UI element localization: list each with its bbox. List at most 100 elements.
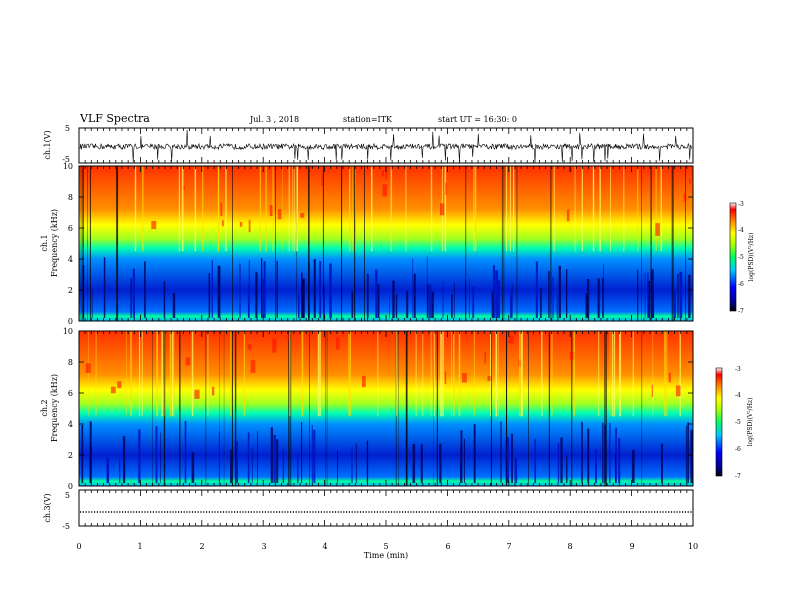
xtick-label-4: 4 xyxy=(322,542,327,551)
ch2-burst xyxy=(463,438,465,483)
ch2-ytick-label: 8 xyxy=(68,358,73,367)
ch1-burst xyxy=(651,269,654,318)
ch2-name-label: ch.2 xyxy=(40,399,49,416)
ch2-dark-line xyxy=(571,331,573,486)
ch2-sferic xyxy=(415,331,417,417)
ch2-burst xyxy=(106,457,109,483)
ch2-burst xyxy=(119,459,121,483)
ch1-dark-line xyxy=(116,166,119,321)
ch2-sferic xyxy=(95,331,97,417)
ch2-sferic xyxy=(521,331,522,417)
ch2-speckle xyxy=(185,357,191,366)
ch2-sferic xyxy=(377,331,379,417)
ch1-burst xyxy=(103,257,106,318)
start-time-label: start UT = 16:30: 0 xyxy=(438,115,517,124)
ch1-sferic xyxy=(259,166,261,252)
ch1-dark-line xyxy=(89,166,91,321)
ch1-sferic xyxy=(474,166,477,252)
ch2-burst xyxy=(89,421,92,483)
ch1-ytick-label: 8 xyxy=(68,193,73,202)
ch1-sferic xyxy=(610,166,611,252)
ch1-volt-label: ch.1(V) xyxy=(43,130,52,159)
ch1-burst xyxy=(323,285,326,318)
ch1-burst xyxy=(301,272,303,318)
ch2-burst xyxy=(506,437,510,483)
ch1-burst xyxy=(637,269,639,318)
ch2-sferic xyxy=(574,331,575,417)
ch2-burst xyxy=(276,439,279,483)
ch2-dark-line xyxy=(406,331,408,486)
ch2-burst xyxy=(514,457,518,483)
ch1-burst xyxy=(597,278,600,318)
ch2-sferic xyxy=(289,331,291,417)
ch2-sferic xyxy=(679,331,681,417)
ch1-dark-line xyxy=(650,166,652,321)
ch1-burst xyxy=(389,293,390,318)
ch1-dark-line xyxy=(641,166,642,321)
ch2-burst xyxy=(685,425,687,483)
ch1-burst xyxy=(566,269,568,318)
ch1-burst xyxy=(556,293,558,318)
ch1-burst xyxy=(535,261,538,318)
ch1-sferic xyxy=(296,166,298,252)
ch2-ytick-label: 10 xyxy=(63,327,73,336)
cb1-tick-minus6: -6 xyxy=(738,281,744,288)
ch1-speckle xyxy=(239,221,243,227)
ch2-spectrogram-background xyxy=(79,331,693,486)
xtick-label-1: 1 xyxy=(137,542,142,551)
ch1-dark-line xyxy=(322,166,324,321)
station-label: station=ITK xyxy=(343,115,393,124)
ch1-burst xyxy=(644,272,646,318)
ch1-sferic xyxy=(506,166,508,252)
cb1-tick-minus4: -4 xyxy=(738,227,744,234)
ch1-burst xyxy=(255,272,258,318)
ch1-sferic xyxy=(405,166,407,252)
ch2-dark-line xyxy=(641,331,643,486)
ch1-dark-line xyxy=(516,166,518,321)
xtick-label-0: 0 xyxy=(76,542,81,551)
ch2-sferic xyxy=(88,331,89,417)
ch3-ytick-5: 5 xyxy=(65,491,70,500)
ch2-dark-line xyxy=(290,331,292,486)
ch2-burst xyxy=(557,443,560,483)
ch2-ytick-label: 0 xyxy=(68,482,73,491)
ch2-sferic xyxy=(458,331,461,417)
ch1-name-label: ch.1 xyxy=(40,234,49,251)
ch1-sferic xyxy=(225,166,227,252)
panel-ch1-spectrogram: 0 2 4 6 8 10 ch.1 Frequency (kHz) xyxy=(40,162,694,326)
ch2-burst xyxy=(412,444,416,483)
ch1-ytick-label: 2 xyxy=(68,286,73,295)
ch2-speckle xyxy=(675,385,681,397)
ch2-burst xyxy=(595,449,597,483)
ch1-ytick-5: 5 xyxy=(65,124,70,133)
ch1-waveform-line xyxy=(79,129,693,163)
ch2-burst xyxy=(81,425,84,483)
ch1-burst xyxy=(453,283,455,318)
ch1-sferic xyxy=(444,166,447,252)
x-axis-ticks xyxy=(78,128,694,526)
ch1-ytick-label: 10 xyxy=(63,162,73,171)
ch2-burst xyxy=(690,429,693,483)
ch1-burst xyxy=(163,281,166,318)
ch1-sferic xyxy=(655,166,657,252)
ch1-burst xyxy=(602,277,604,318)
ch2-burst xyxy=(366,440,369,483)
ch2-dark-line xyxy=(506,331,508,486)
ch1-sferic xyxy=(623,166,625,252)
ch1-burst xyxy=(552,277,554,318)
ch2-burst xyxy=(337,450,338,483)
cb2-tick-minus5: -5 xyxy=(735,419,741,426)
ch2-sferic xyxy=(619,331,621,417)
xtick-label-2: 2 xyxy=(199,542,204,551)
ch1-burst xyxy=(132,268,135,318)
ch2-speckle xyxy=(272,338,277,353)
xtick-label-6: 6 xyxy=(445,542,450,551)
ch1-burst xyxy=(247,283,250,318)
ch1-burst xyxy=(648,280,651,318)
ch2-sferic xyxy=(348,331,350,417)
ch1-sferic xyxy=(265,166,267,252)
ch1-speckle xyxy=(689,179,691,184)
ch2-burst xyxy=(534,439,536,483)
x-axis-tick-labels: 0 1 2 3 4 5 6 7 8 9 10 xyxy=(76,542,698,551)
